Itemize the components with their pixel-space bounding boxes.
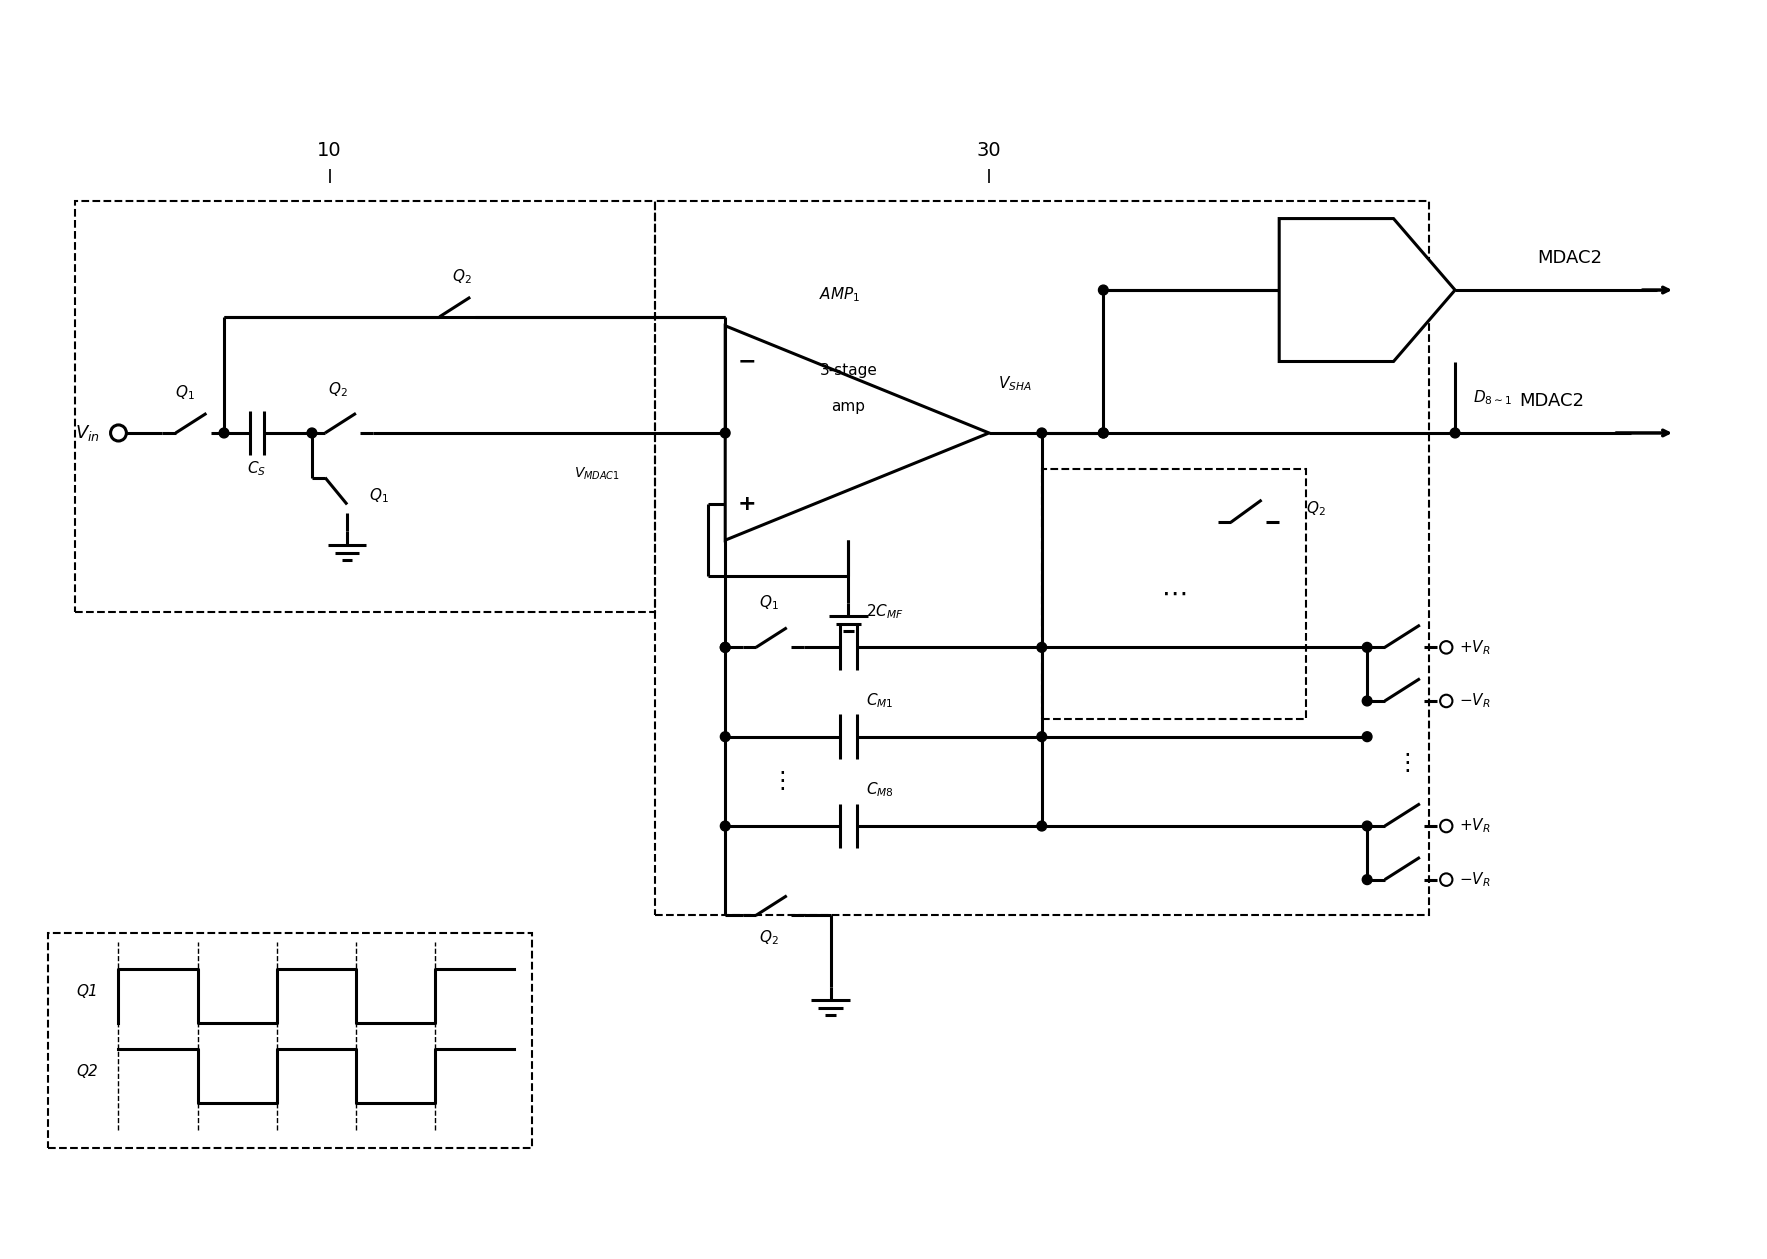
Circle shape xyxy=(1362,731,1371,742)
Circle shape xyxy=(1362,821,1371,831)
Circle shape xyxy=(721,821,730,831)
Text: $D_{8{\sim}1}$: $D_{8{\sim}1}$ xyxy=(1472,388,1513,407)
Circle shape xyxy=(721,428,730,438)
Text: MDAC2: MDAC2 xyxy=(1520,392,1585,410)
Text: Q2: Q2 xyxy=(76,1064,99,1079)
Circle shape xyxy=(1037,821,1046,831)
Text: $\cdots$: $\cdots$ xyxy=(1161,580,1186,607)
Text: $+V_R$: $+V_R$ xyxy=(1460,817,1491,836)
Text: $+V_R$: $+V_R$ xyxy=(1460,638,1491,657)
Text: $Q_1$: $Q_1$ xyxy=(369,486,389,505)
Text: Q1: Q1 xyxy=(76,983,99,998)
Circle shape xyxy=(1099,428,1108,438)
Circle shape xyxy=(1099,285,1108,295)
Text: $V_{in}$: $V_{in}$ xyxy=(76,423,101,443)
Text: $V_{SHA}$: $V_{SHA}$ xyxy=(998,374,1032,393)
Text: 30: 30 xyxy=(977,141,1002,160)
Text: $\vdots$: $\vdots$ xyxy=(770,769,786,793)
Text: $Q_1$: $Q_1$ xyxy=(760,593,779,612)
Text: $Q_2$: $Q_2$ xyxy=(329,380,348,399)
Text: +: + xyxy=(739,495,756,515)
Circle shape xyxy=(721,731,730,742)
Circle shape xyxy=(1037,428,1046,438)
Text: ADC: ADC xyxy=(1332,305,1368,320)
Text: $Q_2$: $Q_2$ xyxy=(1306,500,1325,517)
Text: $C_{M8}$: $C_{M8}$ xyxy=(866,781,894,799)
Text: −: − xyxy=(739,351,756,371)
Circle shape xyxy=(1037,642,1046,652)
Text: 10: 10 xyxy=(318,141,341,160)
Text: $C_S$: $C_S$ xyxy=(247,460,267,478)
Text: $Q_2$: $Q_2$ xyxy=(452,267,472,286)
Circle shape xyxy=(1451,428,1460,438)
Text: amp: amp xyxy=(830,399,866,414)
Circle shape xyxy=(1362,696,1371,706)
Bar xyxy=(656,200,1430,915)
Circle shape xyxy=(721,642,730,652)
Text: $2C_{MF}$: $2C_{MF}$ xyxy=(866,602,903,621)
Circle shape xyxy=(1037,731,1046,742)
Bar xyxy=(48,933,532,1148)
Circle shape xyxy=(1099,428,1108,438)
Circle shape xyxy=(1362,642,1371,652)
Text: $-V_R$: $-V_R$ xyxy=(1460,691,1491,710)
Text: $Q_2$: $Q_2$ xyxy=(760,928,779,947)
Text: 3-stage: 3-stage xyxy=(820,363,876,378)
Circle shape xyxy=(1362,875,1371,885)
Text: MDAC2: MDAC2 xyxy=(1537,249,1603,267)
Text: $Q_1$: $Q_1$ xyxy=(175,383,194,402)
Circle shape xyxy=(307,428,316,438)
Text: $\vdots$: $\vdots$ xyxy=(1394,752,1410,776)
Polygon shape xyxy=(1279,219,1454,361)
Text: $-V_R$: $-V_R$ xyxy=(1460,870,1491,889)
Circle shape xyxy=(721,642,730,652)
Text: $C_{M1}$: $C_{M1}$ xyxy=(866,691,894,710)
Text: $AMP_1$: $AMP_1$ xyxy=(818,285,861,303)
Bar xyxy=(74,200,656,612)
Circle shape xyxy=(219,428,230,438)
Text: $V_{MDAC1}$: $V_{MDAC1}$ xyxy=(574,466,620,482)
Text: Flash1: Flash1 xyxy=(1322,252,1378,266)
Bar xyxy=(1043,468,1306,719)
